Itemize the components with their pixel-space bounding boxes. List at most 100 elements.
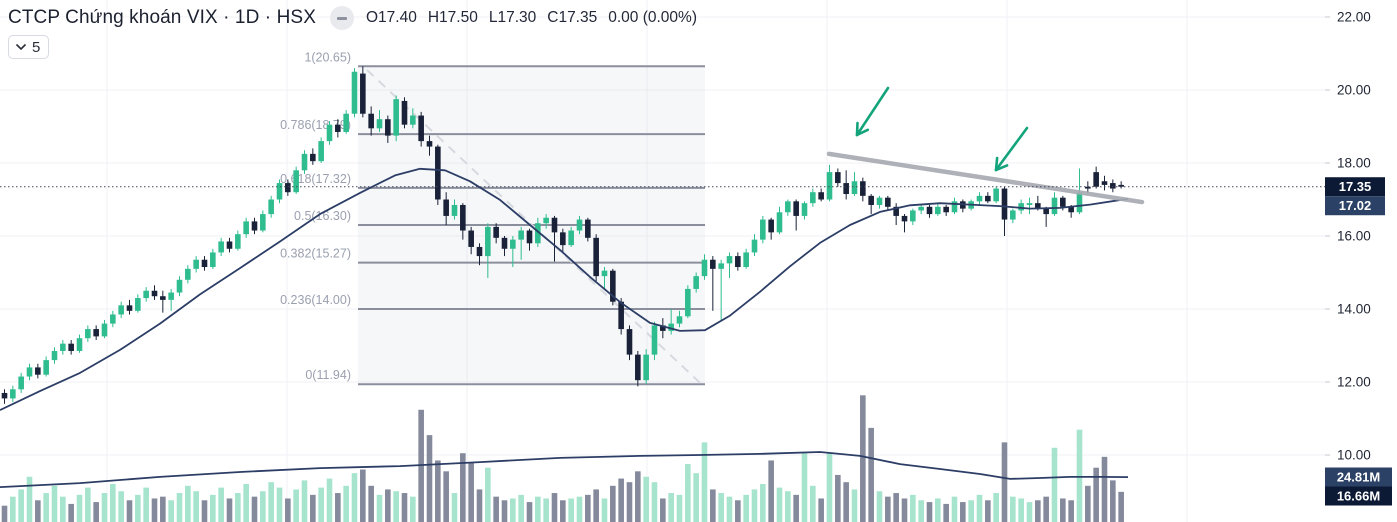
volume-bar [60, 496, 66, 522]
high-value: H17.50 [427, 9, 478, 26]
volume-bar [651, 482, 658, 522]
volume-bar [351, 473, 358, 522]
candle-body [293, 170, 299, 193]
volume-bar [943, 503, 949, 522]
candle-body [743, 252, 749, 268]
candle-body [643, 354, 649, 381]
price-axis-label: 22.00 [1337, 10, 1371, 25]
volume-bar [635, 471, 641, 522]
volume-bar [1001, 442, 1008, 522]
fib-level-label: 0(11.94) [305, 368, 351, 382]
volume-bar [160, 496, 166, 522]
volume-bar [85, 487, 91, 522]
volume-bar [1026, 502, 1033, 522]
candle-body [418, 115, 424, 142]
fib-retracement[interactable]: 1(20.65) 0.786(18.79) 0.618(17.32) 0.5(16.3… [280, 50, 705, 387]
collapse-legend-button[interactable] [329, 6, 354, 30]
volume-bar [168, 500, 174, 522]
resistance-trendline[interactable] [826, 151, 1145, 205]
candle-body [1068, 206, 1074, 213]
candle-body [143, 290, 149, 299]
indicator-group-button[interactable]: 5 [8, 35, 50, 59]
candle-body [543, 217, 549, 224]
candle-body [993, 188, 999, 202]
volume-bar [660, 498, 666, 522]
candle-body [1093, 172, 1099, 187]
candle-body [876, 197, 883, 205]
volume-bar [143, 487, 149, 522]
last-price-badge [1325, 177, 1385, 197]
candle-body [835, 172, 841, 184]
candle-body [710, 259, 716, 269]
volume-bar [560, 500, 566, 522]
volume-bar [360, 469, 366, 522]
symbol-title: CTCP Chứng khoán VIX · 1D · HSX [8, 7, 316, 28]
candle-body [926, 206, 933, 215]
volume-bar [385, 489, 391, 522]
candle-body [976, 195, 983, 202]
last-price-badge-text: 17.35 [1339, 179, 1372, 194]
volume-bar [643, 476, 649, 522]
candle-body [476, 246, 483, 257]
volume-bar [43, 493, 49, 522]
volume-bar [435, 460, 441, 522]
volume-bar [843, 482, 849, 522]
candle-body [160, 296, 166, 300]
candle-body [76, 338, 83, 351]
candle-body [101, 323, 108, 337]
arrow-head [994, 156, 999, 172]
fib-level-label: 0.618(17.32) [280, 172, 351, 186]
volume-bar [518, 494, 524, 522]
volume-bar [1010, 496, 1016, 522]
candle-body [660, 325, 666, 331]
candle-body [110, 314, 116, 324]
price-axis[interactable]: 22.00 20.00 18.00 16.00 14.00 12.00 10.00 17.35… [1325, 10, 1392, 506]
volume-bar [410, 496, 416, 522]
ma-value-badge [1325, 196, 1385, 216]
volume-bar [318, 487, 324, 522]
volume-bar [151, 498, 158, 522]
volume-bar [551, 493, 558, 522]
low-value: L17.30 [488, 9, 537, 26]
candle-body [793, 201, 799, 216]
candle-body [893, 206, 899, 216]
price-ma-line [0, 167, 1129, 411]
candle-body [126, 305, 133, 311]
volume-bar [776, 487, 783, 522]
volume-bar [310, 494, 316, 522]
volume-bar [10, 496, 16, 522]
candle-body [635, 354, 641, 381]
candle-body [326, 124, 333, 142]
candle-body [585, 219, 591, 238]
candle-body [251, 221, 258, 231]
volume-bar [460, 453, 466, 522]
volume-bar [768, 460, 774, 522]
change-value: 0.00 (0.00%) [608, 9, 697, 26]
volume-bar [1101, 456, 1108, 522]
candle-body [885, 197, 891, 207]
fib-level-label: 0.236(14.00) [280, 293, 351, 307]
candle-body [185, 268, 191, 280]
fib-level-label: 1(20.65) [304, 50, 351, 64]
candle-body [426, 141, 433, 147]
volume-bar [793, 494, 799, 522]
volume-bar [1118, 491, 1124, 522]
annotation-arrow-icon[interactable] [994, 126, 1029, 172]
volume-bar [810, 485, 816, 522]
candle-body [26, 367, 33, 377]
candle-body [118, 305, 124, 315]
volume-bar [476, 489, 483, 522]
volume-bar [693, 473, 699, 522]
candle-body [776, 212, 783, 233]
volume-bar [526, 502, 533, 522]
candle-body [1043, 208, 1049, 215]
annotation-arrow-icon[interactable] [855, 86, 890, 137]
candle-body [801, 203, 808, 216]
volume-bar [276, 487, 283, 522]
volume-bar [976, 494, 983, 522]
candle-body [1085, 186, 1091, 189]
candle-body [401, 100, 408, 125]
volume-bar [918, 500, 924, 522]
